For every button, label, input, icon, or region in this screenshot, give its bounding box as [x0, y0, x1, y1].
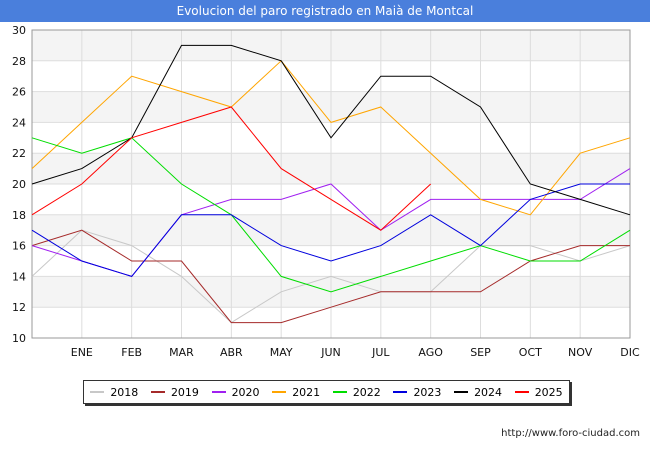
- y-tick-label: 26: [12, 86, 26, 99]
- x-tick-label: DIC: [620, 346, 640, 359]
- legend-label: 2021: [292, 385, 321, 399]
- legend-item-2019: 2019: [150, 385, 199, 399]
- x-tick-label: OCT: [519, 346, 542, 359]
- y-tick-label: 20: [12, 178, 26, 191]
- x-tick-label: SEP: [470, 346, 491, 359]
- x-tick-label: AGO: [418, 346, 443, 359]
- y-tick-label: 22: [12, 147, 26, 160]
- legend-label: 2020: [231, 385, 260, 399]
- y-tick-label: 14: [12, 270, 26, 283]
- y-tick-label: 16: [12, 240, 26, 253]
- legend-item-2021: 2021: [272, 386, 320, 399]
- x-tick-label: JUN: [320, 346, 341, 359]
- series-line-2023: [31, 183, 630, 277]
- y-tick-label: 12: [12, 301, 26, 314]
- series-line-2025: [31, 106, 432, 231]
- x-tick-label: MAY: [270, 346, 293, 359]
- legend-item-2022: 2022: [332, 385, 381, 399]
- legend-item-2018: 2018: [90, 386, 138, 399]
- legend-swatch: [454, 391, 469, 393]
- chart-title: Evolucion del paro registrado en Maià de…: [0, 0, 650, 22]
- legend-swatch: [90, 391, 105, 393]
- y-tick-label: 28: [12, 55, 26, 68]
- legend-label: 2019: [170, 385, 199, 399]
- legend-item-2020: 2020: [211, 385, 260, 399]
- x-tick-label: NOV: [568, 346, 593, 359]
- legend-item-2025: 2025: [514, 385, 563, 399]
- legend-label: 2018: [110, 385, 139, 399]
- legend-swatch: [272, 391, 287, 393]
- y-tick-label: 30: [12, 24, 26, 37]
- legend-label: 2022: [352, 385, 381, 399]
- chart-legend: 2018 2019 2020 2021 2022 2023 2024 2025: [83, 380, 570, 404]
- legend-swatch: [332, 391, 347, 393]
- legend-item-2023: 2023: [393, 386, 441, 399]
- legend-swatch: [150, 391, 165, 393]
- y-tick-label: 10: [12, 332, 26, 345]
- legend-item-2024: 2024: [454, 386, 502, 399]
- x-tick-label: ENE: [71, 346, 93, 359]
- legend-label: 2024: [474, 385, 503, 399]
- x-tick-label: JUL: [371, 346, 390, 359]
- legend-label: 2023: [413, 385, 442, 399]
- x-tick-label: FEB: [121, 346, 142, 359]
- series-line-2021: [31, 60, 631, 216]
- source-credit: http://www.foro-ciudad.com: [501, 428, 640, 439]
- y-tick-label: 18: [12, 209, 26, 222]
- x-tick-label: MAR: [169, 346, 194, 359]
- legend-swatch: [211, 391, 226, 393]
- series-line-2018: [31, 229, 631, 324]
- legend-swatch: [393, 391, 408, 393]
- legend-swatch: [514, 391, 529, 393]
- x-tick-label: ABR: [220, 346, 243, 359]
- y-tick-label: 24: [12, 116, 26, 129]
- legend-label: 2025: [534, 385, 563, 399]
